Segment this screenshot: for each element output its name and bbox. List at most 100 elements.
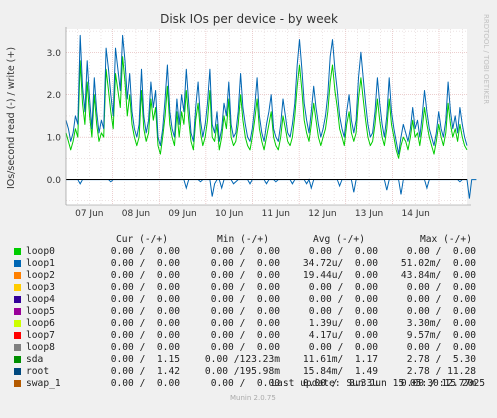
rrdtool-watermark: RRDTOOL / TOBI OETIKER (482, 14, 490, 104)
legend-max: 43.84m/ 0.00 (400, 270, 476, 281)
legend-header-min: Min (-/+) (217, 234, 269, 245)
legend-cur: 0.00 / 0.00 (110, 342, 180, 353)
legend-cur: 0.00 / 0.00 (110, 378, 180, 389)
legend-avg: 0.00 / 0.00 (308, 246, 378, 257)
x-tick-label: 10 Jun (215, 209, 243, 219)
legend-cur: 0.00 / 0.00 (110, 282, 180, 293)
legend-swatch (14, 272, 21, 279)
legend-max: 0.00 / 0.00 (406, 306, 476, 317)
legend-swatch (14, 296, 21, 303)
legend-min: 0.00 /123.23m (204, 354, 280, 365)
legend-min: 0.00 / 0.00 (210, 342, 280, 353)
y-tick-labels: 0.0 1.0 2.0 3.0 (47, 49, 62, 186)
legend-name: loop0 (26, 246, 55, 257)
legend-max: 2.78 / 5.30 (406, 354, 476, 365)
y-tick-label: 2.0 (47, 91, 62, 101)
legend-name: swap_1 (26, 378, 61, 389)
legend-cur: 0.00 / 0.00 (110, 270, 180, 281)
legend-row-loop8: loop8 0.00 / 0.00 0.00 / 0.00 0.00 / 0.00 0.… (0, 342, 497, 354)
x-tick-label: 14 Jun (402, 209, 430, 219)
legend-min: 0.00 / 0.00 (210, 330, 280, 341)
legend-max: 0.00 / 0.00 (406, 282, 476, 293)
legend-min: 0.00 / 0.00 (210, 258, 280, 269)
legend-avg: 11.61m/ 1.17 (302, 354, 378, 365)
y-axis-label: IOs/second read (-) / write (+) (6, 47, 17, 189)
footer-row: Munin 2.0.75 (0, 394, 497, 406)
legend-max: 0.00 / 0.00 (406, 342, 476, 353)
legend-min: 0.00 / 0.00 (210, 246, 280, 257)
legend-name: loop7 (26, 330, 55, 341)
legend-row-loop5: loop5 0.00 / 0.00 0.00 / 0.00 0.00 / 0.00 0.… (0, 306, 497, 318)
legend-row-loop2: loop2 0.00 / 0.00 0.00 / 0.00 19.44u/ 0.00 4… (0, 270, 497, 282)
legend-max: 51.02m/ 0.00 (400, 258, 476, 269)
legend-swatch (14, 260, 21, 267)
legend-name: sda (26, 354, 44, 365)
legend-cur: 0.00 / 0.00 (110, 330, 180, 341)
munin-version: Munin 2.0.75 (230, 394, 276, 402)
legend-avg: 0.00 / 0.00 (308, 282, 378, 293)
legend-min: 0.00 / 0.00 (210, 306, 280, 317)
last-update: Last update: Sun Jun 15 05:30:15 2025 (271, 378, 485, 389)
legend-max: 0.00 / 0.00 (406, 294, 476, 305)
legend-min: 0.00 / 0.00 (210, 270, 280, 281)
legend-cur: 0.00 / 0.00 (110, 306, 180, 317)
legend-header: Cur (-/+) Min (-/+) Avg (-/+) Max (-/+) (0, 234, 497, 246)
legend-avg: 19.44u/ 0.00 (302, 270, 378, 281)
legend-avg: 15.84m/ 1.49 (302, 366, 378, 377)
legend-min: 0.00 / 0.00 (210, 378, 280, 389)
legend-swatch (14, 380, 21, 387)
legend-header-avg: Avg (-/+) (313, 234, 365, 245)
legend-min: 0.00 / 0.00 (210, 294, 280, 305)
legend-cur: 0.00 / 0.00 (110, 318, 180, 329)
legend-row-loop7: loop7 0.00 / 0.00 0.00 / 0.00 4.17u/ 0.00 9.… (0, 330, 497, 342)
legend-name: root (26, 366, 50, 377)
legend-row-swap_1: swap_1 0.00 / 0.00 0.00 / 0.00 0.00 / 8.33u… (0, 378, 497, 390)
legend-name: loop5 (26, 306, 55, 317)
zero-line-layer (65, 27, 471, 206)
x-tick-label: 11 Jun (262, 209, 290, 219)
legend-swatch (14, 344, 21, 351)
legend-row-loop4: loop4 0.00 / 0.00 0.00 / 0.00 0.00 / 0.00 0.… (0, 294, 497, 306)
legend-swatch (14, 320, 21, 327)
legend-max: 3.30m/ 0.00 (406, 318, 476, 329)
legend-swatch (14, 332, 21, 339)
x-tick-label: 08 Jun (122, 209, 150, 219)
y-tick-label: 1.0 (47, 134, 62, 144)
legend-row-loop0: loop0 0.00 / 0.00 0.00 / 0.00 0.00 / 0.00 0.… (0, 246, 497, 258)
legend-header-max: Max (-/+) (420, 234, 472, 245)
x-tick-label: 12 Jun (308, 209, 336, 219)
chart-title: Disk IOs per device - by week (160, 12, 338, 26)
legend-name: loop3 (26, 282, 55, 293)
legend-row-loop6: loop6 0.00 / 0.00 0.00 / 0.00 1.39u/ 0.00 3.… (0, 318, 497, 330)
last-update-row: Last update: Sun Jun 15 05:30:15 2025 (0, 378, 497, 390)
legend-cur: 0.00 / 0.00 (110, 246, 180, 257)
legend-avg: 4.17u/ 0.00 (308, 330, 378, 341)
legend-cur: 0.00 / 0.00 (110, 294, 180, 305)
legend-swatch (14, 368, 21, 375)
legend-name: loop6 (26, 318, 55, 329)
legend-cur: 0.00 / 1.42 (110, 366, 180, 377)
x-tick-label: 09 Jun (168, 209, 196, 219)
legend-name: loop2 (26, 270, 55, 281)
plot-area (66, 29, 467, 205)
x-tick-label: 07 Jun (75, 209, 103, 219)
legend-name: loop4 (26, 294, 55, 305)
legend-name: loop1 (26, 258, 55, 269)
legend-swatch (14, 356, 21, 363)
legend-max: 0.00 / 12.77m (400, 378, 476, 389)
legend-avg: 0.00 / 0.00 (308, 342, 378, 353)
legend-min: 0.00 / 0.00 (210, 318, 280, 329)
x-tick-label: 13 Jun (355, 209, 383, 219)
legend-min: 0.00 / 0.00 (210, 282, 280, 293)
series-line-root-write (65, 34, 468, 155)
legend-cur: 0.00 / 0.00 (110, 258, 180, 269)
legend-row-loop3: loop3 0.00 / 0.00 0.00 / 0.00 0.00 / 0.00 0.… (0, 282, 497, 294)
legend-avg: 0.00 / 0.00 (308, 294, 378, 305)
legend-swatch (14, 248, 21, 255)
y-tick-label: 3.0 (47, 49, 62, 59)
legend-row-loop1: loop1 0.00 / 0.00 0.00 / 0.00 34.72u/ 0.00 5… (0, 258, 497, 270)
series-line-sda-write (65, 56, 468, 159)
legend-avg: 0.00 / 0.00 (308, 306, 378, 317)
legend-cur: 0.00 / 1.15 (110, 354, 180, 365)
legend-swatch (14, 308, 21, 315)
